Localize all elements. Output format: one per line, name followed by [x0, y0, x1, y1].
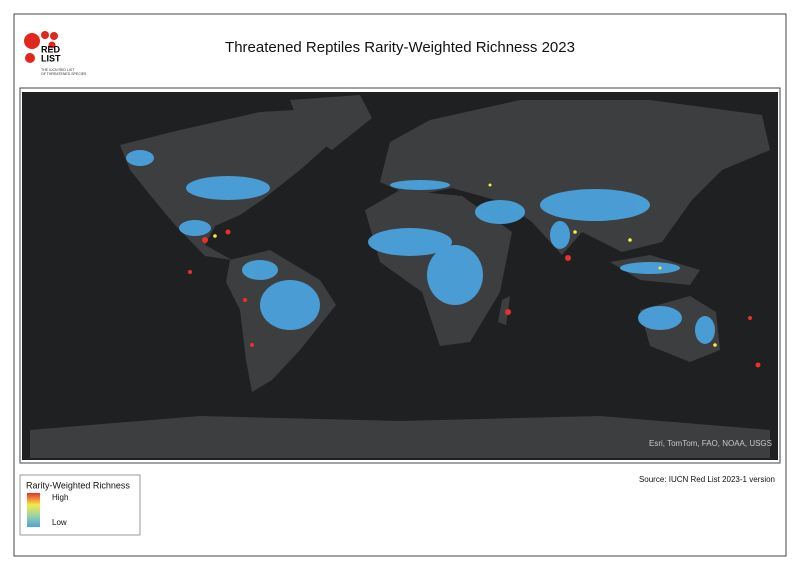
logo-tagline: OF THREATENED SPECIES	[41, 72, 87, 76]
logo: RED LIST THE IUCN RED LIST OF THREATENED…	[24, 31, 87, 76]
map-attribution: Esri, TomTom, FAO, NOAA, USGS	[649, 439, 772, 448]
source: Source: IUCN Red List 2023-1 version	[639, 475, 775, 484]
legend-label: High	[52, 493, 68, 502]
map: Esri, TomTom, FAO, NOAA, USGS	[22, 92, 778, 460]
logo-tagline: THE IUCN RED LIST	[41, 68, 75, 72]
legend-ramp	[27, 493, 40, 527]
title: Threatened Reptiles Rarity-Weighted Rich…	[225, 39, 575, 56]
legend-title: Rarity-Weighted Richness	[26, 480, 130, 490]
legend-label: Low	[52, 518, 67, 527]
logo-text: RED	[41, 44, 61, 54]
legend: Rarity-Weighted Richness High Low	[19, 474, 141, 536]
logo-text: LIST	[41, 53, 61, 63]
